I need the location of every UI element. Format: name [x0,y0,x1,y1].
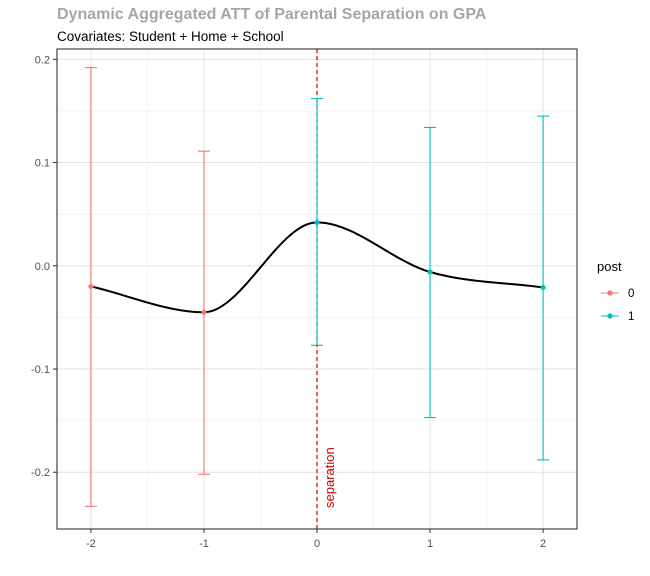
y-tick-label: 0.1 [35,158,50,170]
y-tick-label: 0.2 [35,54,50,66]
data-point-3 [427,269,433,275]
x-tick-label: -1 [199,538,209,550]
data-point-4 [540,284,546,291]
legend-key-1 [601,313,619,319]
x-tick-label: -2 [86,538,96,550]
y-tick-label: 0.0 [35,261,50,273]
legend-label-1: 1 [628,311,634,323]
data-point-0 [88,283,94,290]
chart-title: Dynamic Aggregated ATT of Parental Separ… [57,6,487,23]
legend-key-point [607,313,613,319]
data-point-2 [314,219,320,226]
x-tick-label: 0 [314,538,320,550]
y-tick-label: -0.2 [31,467,50,479]
data-point-1 [201,309,207,315]
legend-key-0 [601,290,619,296]
y-tick-label: -0.1 [31,364,50,376]
x-tick-label: 2 [540,538,546,550]
separation-label: separation [322,447,337,508]
x-tick-label: 1 [427,538,433,550]
chart-subtitle: Covariates: Student + Home + School [57,29,284,44]
legend-title: post [597,259,622,274]
legend-label-0: 0 [628,288,634,300]
legend-key-point [607,290,613,296]
